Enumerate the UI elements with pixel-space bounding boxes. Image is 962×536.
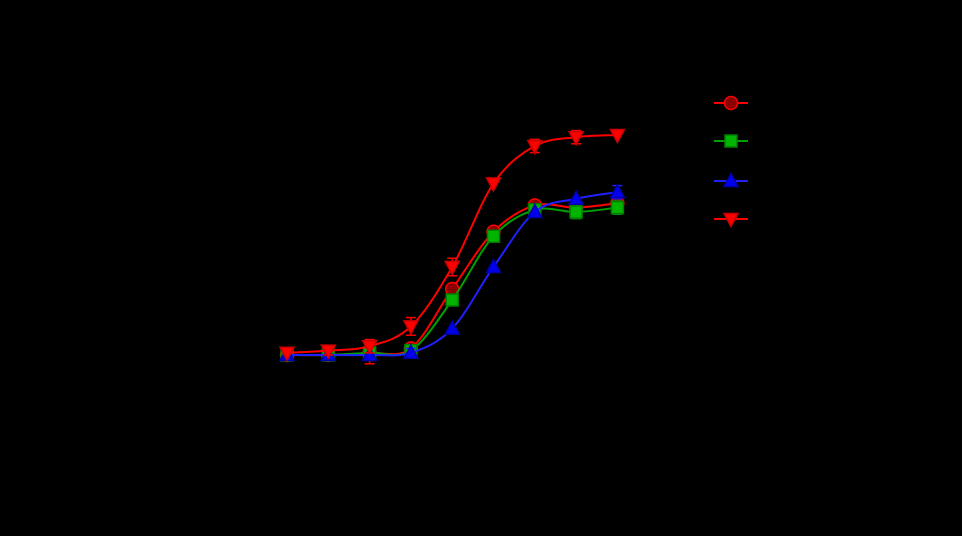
square-marker bbox=[569, 205, 583, 219]
markers-red-circles bbox=[279, 195, 625, 363]
series-green-squares bbox=[280, 200, 625, 362]
triangle-down-marker bbox=[609, 128, 626, 145]
triangle-up-marker bbox=[402, 343, 420, 360]
triangle-down-marker bbox=[526, 139, 544, 156]
triangle-down-marker bbox=[485, 177, 502, 193]
triangle-up-marker bbox=[443, 319, 461, 335]
triangle-down-marker bbox=[278, 346, 296, 362]
square-marker-legend bbox=[724, 134, 738, 148]
legend-entry-green-squares bbox=[714, 134, 748, 148]
error-bars-red-circles bbox=[364, 193, 623, 365]
legend-entry-blue-up-triangles bbox=[714, 171, 748, 188]
triangle-down-marker bbox=[361, 339, 378, 356]
triangle-down-marker bbox=[567, 130, 585, 147]
square-marker bbox=[445, 293, 459, 307]
markers-red-down-triangles bbox=[278, 128, 626, 362]
triangle-up-marker bbox=[526, 202, 544, 219]
triangle-up-marker bbox=[609, 183, 626, 199]
legend bbox=[714, 95, 748, 229]
triangle-down-marker bbox=[443, 260, 461, 277]
triangle-up-marker bbox=[567, 189, 585, 206]
triangle-down-marker-legend bbox=[722, 212, 740, 229]
square-marker bbox=[486, 229, 501, 243]
legend-entry-red-circles bbox=[714, 95, 748, 111]
circle-marker-legend bbox=[723, 95, 739, 111]
series-red-circles bbox=[279, 193, 625, 365]
square-marker bbox=[610, 200, 625, 215]
triangle-down-marker bbox=[402, 320, 420, 336]
markers-green-squares bbox=[280, 200, 625, 362]
legend-entry-red-down-triangles bbox=[714, 212, 748, 229]
triangle-down-marker bbox=[320, 344, 337, 360]
series-red-down-triangles bbox=[278, 128, 626, 362]
triangle-up-marker-legend bbox=[722, 171, 740, 188]
triangle-up-marker bbox=[485, 257, 502, 274]
